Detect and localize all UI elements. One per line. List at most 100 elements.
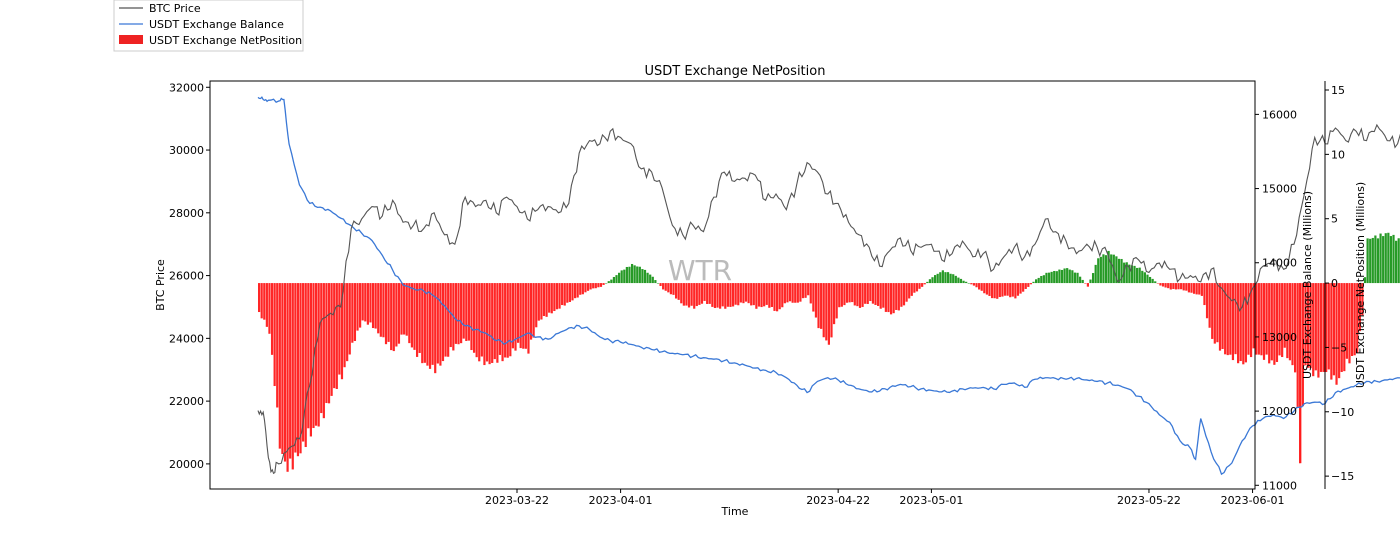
net-position-bar bbox=[444, 283, 447, 357]
net-position-bar bbox=[900, 283, 903, 307]
net-position-bar bbox=[299, 283, 302, 454]
plot-frame bbox=[209, 80, 1256, 490]
net-position-bar bbox=[1397, 238, 1400, 284]
net-position-bar bbox=[1304, 283, 1307, 366]
net-position-bar bbox=[1309, 283, 1312, 369]
net-position-bar bbox=[327, 283, 331, 404]
net-position-bar bbox=[1291, 283, 1294, 366]
net-position-bar bbox=[1369, 238, 1372, 284]
net-position-bar bbox=[778, 283, 781, 310]
net-position-bar bbox=[1211, 283, 1214, 339]
net-position-bar bbox=[944, 272, 947, 284]
net-position-bar bbox=[1016, 283, 1020, 296]
net-position-bar bbox=[369, 283, 372, 323]
net-position-bar bbox=[897, 283, 900, 311]
net-position-bar bbox=[1045, 272, 1048, 284]
net-position-bar bbox=[304, 283, 307, 448]
net-position-bar bbox=[439, 283, 442, 366]
net-position-bar bbox=[1319, 283, 1323, 372]
right2-tick-label: 0 bbox=[1331, 277, 1338, 290]
net-position-bar bbox=[1066, 268, 1069, 284]
net-position-bar bbox=[975, 283, 978, 288]
net-position-bar bbox=[672, 283, 675, 295]
net-position-bar bbox=[1306, 283, 1310, 368]
net-position-bar bbox=[498, 283, 502, 355]
net-position-bar bbox=[1314, 283, 1317, 371]
net-position-bar bbox=[791, 283, 794, 303]
net-position-bar bbox=[1278, 283, 1281, 356]
net-position-bar bbox=[781, 283, 784, 308]
legend-netposition-label: USDT Exchange NetPosition bbox=[149, 34, 302, 47]
net-position-bar bbox=[1117, 258, 1121, 284]
net-position-bar bbox=[706, 283, 709, 304]
net-position-bar bbox=[620, 270, 623, 284]
net-position-bar bbox=[263, 283, 266, 320]
left-axis-label: BTC Price bbox=[154, 259, 167, 311]
net-position-bar bbox=[343, 283, 346, 368]
net-position-bar bbox=[1353, 283, 1356, 356]
net-position-bar bbox=[864, 283, 867, 304]
net-position-bar bbox=[610, 279, 613, 284]
net-position-bar bbox=[1040, 276, 1043, 284]
net-position-bar bbox=[853, 283, 856, 306]
net-position-bar bbox=[356, 283, 359, 331]
net-position-bar bbox=[848, 283, 851, 303]
right-axis-1-ticks: 11000 12000 13000 14000 15000 16000 bbox=[1255, 108, 1297, 492]
net-position-bar bbox=[309, 283, 312, 437]
net-position-bar bbox=[509, 283, 512, 357]
net-position-bar bbox=[1361, 283, 1364, 316]
net-position-bar bbox=[1389, 236, 1393, 284]
net-position-bar bbox=[814, 283, 818, 318]
net-position-bar bbox=[555, 283, 559, 310]
net-position-bar bbox=[921, 283, 924, 287]
net-position-bar bbox=[993, 283, 996, 299]
net-position-bar bbox=[1358, 283, 1361, 332]
left-axis-ticks: 20000 22000 24000 26000 28000 30000 32000 bbox=[169, 81, 210, 471]
net-position-bar bbox=[1136, 267, 1139, 284]
net-position-bar bbox=[1376, 238, 1380, 284]
net-position-bar bbox=[348, 283, 351, 355]
net-position-bar bbox=[561, 283, 564, 306]
net-position-bar bbox=[589, 283, 592, 290]
net-position-bar bbox=[1146, 274, 1149, 284]
net-position-bar bbox=[1169, 283, 1172, 290]
net-position-bar bbox=[719, 283, 722, 309]
net-position-bar bbox=[514, 283, 517, 351]
net-position-bar bbox=[669, 283, 673, 295]
net-position-bar bbox=[480, 283, 483, 357]
net-position-bar bbox=[592, 283, 595, 289]
net-position-bar bbox=[423, 283, 426, 363]
net-position-bar bbox=[462, 283, 465, 339]
net-position-bar bbox=[607, 281, 610, 284]
net-position-bar bbox=[1247, 283, 1250, 355]
net-position-bar bbox=[260, 283, 263, 319]
net-position-bar bbox=[1363, 277, 1367, 284]
net-position-bar bbox=[436, 283, 439, 364]
net-position-bar bbox=[1340, 283, 1343, 372]
net-position-bar bbox=[1234, 283, 1237, 355]
net-position-bar bbox=[946, 272, 950, 284]
net-position-bar bbox=[988, 283, 991, 296]
net-position-bar bbox=[1035, 279, 1038, 284]
net-position-bar bbox=[1029, 283, 1033, 285]
net-position-bar bbox=[757, 283, 761, 307]
net-position-bar bbox=[1255, 283, 1258, 355]
net-position-bar bbox=[1312, 283, 1315, 377]
net-position-bar bbox=[1180, 283, 1183, 290]
net-position-bar bbox=[1001, 283, 1004, 297]
net-position-bar bbox=[1335, 283, 1338, 385]
net-position-bar bbox=[314, 283, 318, 426]
net-position-bar bbox=[892, 283, 895, 314]
net-position-bar bbox=[447, 283, 450, 357]
net-position-bar bbox=[713, 283, 717, 309]
net-position-bar bbox=[649, 274, 652, 284]
net-position-bar bbox=[449, 283, 452, 348]
net-position-bar bbox=[457, 283, 460, 345]
net-position-bar bbox=[1229, 283, 1232, 355]
net-position-bar bbox=[690, 283, 693, 306]
net-position-bar bbox=[1079, 276, 1082, 284]
net-position-bar bbox=[566, 283, 569, 303]
net-position-bar bbox=[470, 283, 473, 351]
net-position-bar bbox=[1073, 272, 1077, 284]
net-position-bar bbox=[636, 266, 639, 284]
